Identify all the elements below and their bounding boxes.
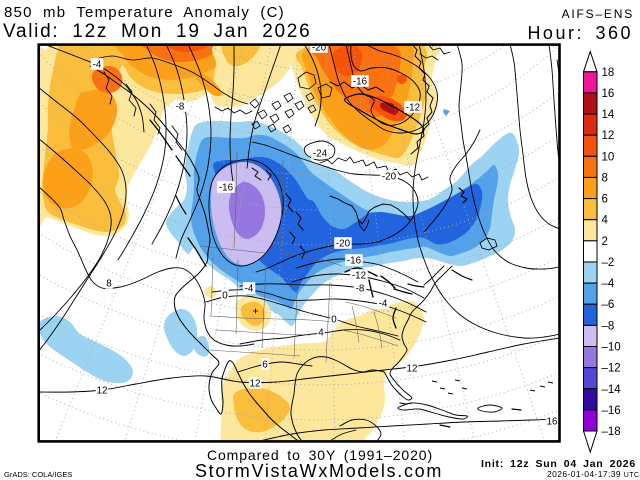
svg-text:2: 2 <box>602 236 608 248</box>
svg-text:16: 16 <box>602 88 615 100</box>
svg-text:–4: –4 <box>602 278 615 290</box>
svg-text:12: 12 <box>602 130 615 142</box>
svg-text:-16: -16 <box>353 76 368 87</box>
svg-text:–14: –14 <box>602 384 622 396</box>
svg-text:-4: -4 <box>245 283 254 294</box>
svg-text:–6: –6 <box>602 299 615 311</box>
svg-text:4: 4 <box>318 327 324 338</box>
svg-text:–2: –2 <box>602 257 615 269</box>
svg-text:–10: –10 <box>602 342 621 354</box>
svg-text:4: 4 <box>602 215 609 227</box>
svg-text:0: 0 <box>222 290 228 301</box>
svg-text:12: 12 <box>97 385 108 396</box>
svg-text:-16: -16 <box>219 182 234 193</box>
svg-text:-12: -12 <box>406 102 420 113</box>
svg-text:14: 14 <box>602 109 615 121</box>
svg-text:8: 8 <box>106 278 112 289</box>
svg-text:-4: -4 <box>379 298 388 309</box>
svg-text:6: 6 <box>262 359 268 370</box>
svg-text:–8: –8 <box>602 320 615 332</box>
svg-text:10: 10 <box>602 151 615 163</box>
svg-text:-16: -16 <box>347 255 362 266</box>
svg-text:0: 0 <box>331 314 337 325</box>
svg-text:18: 18 <box>602 67 615 79</box>
svg-text:16: 16 <box>547 416 558 427</box>
svg-text:-8: -8 <box>176 101 185 112</box>
svg-text:-20: -20 <box>312 42 327 53</box>
svg-text:–12: –12 <box>602 363 621 375</box>
svg-text:–16: –16 <box>602 405 621 417</box>
svg-text:-20: -20 <box>382 171 397 182</box>
svg-text:12: 12 <box>407 363 418 374</box>
svg-text:6: 6 <box>602 194 608 206</box>
svg-text:-8: -8 <box>356 283 365 294</box>
svg-text:-4: -4 <box>93 59 102 70</box>
svg-text:-12: -12 <box>352 270 366 281</box>
svg-text:–18: –18 <box>602 426 621 438</box>
svg-text:-20: -20 <box>336 238 351 249</box>
svg-text:-24: -24 <box>313 148 328 159</box>
svg-text:8: 8 <box>602 172 608 184</box>
svg-text:12: 12 <box>250 378 261 389</box>
